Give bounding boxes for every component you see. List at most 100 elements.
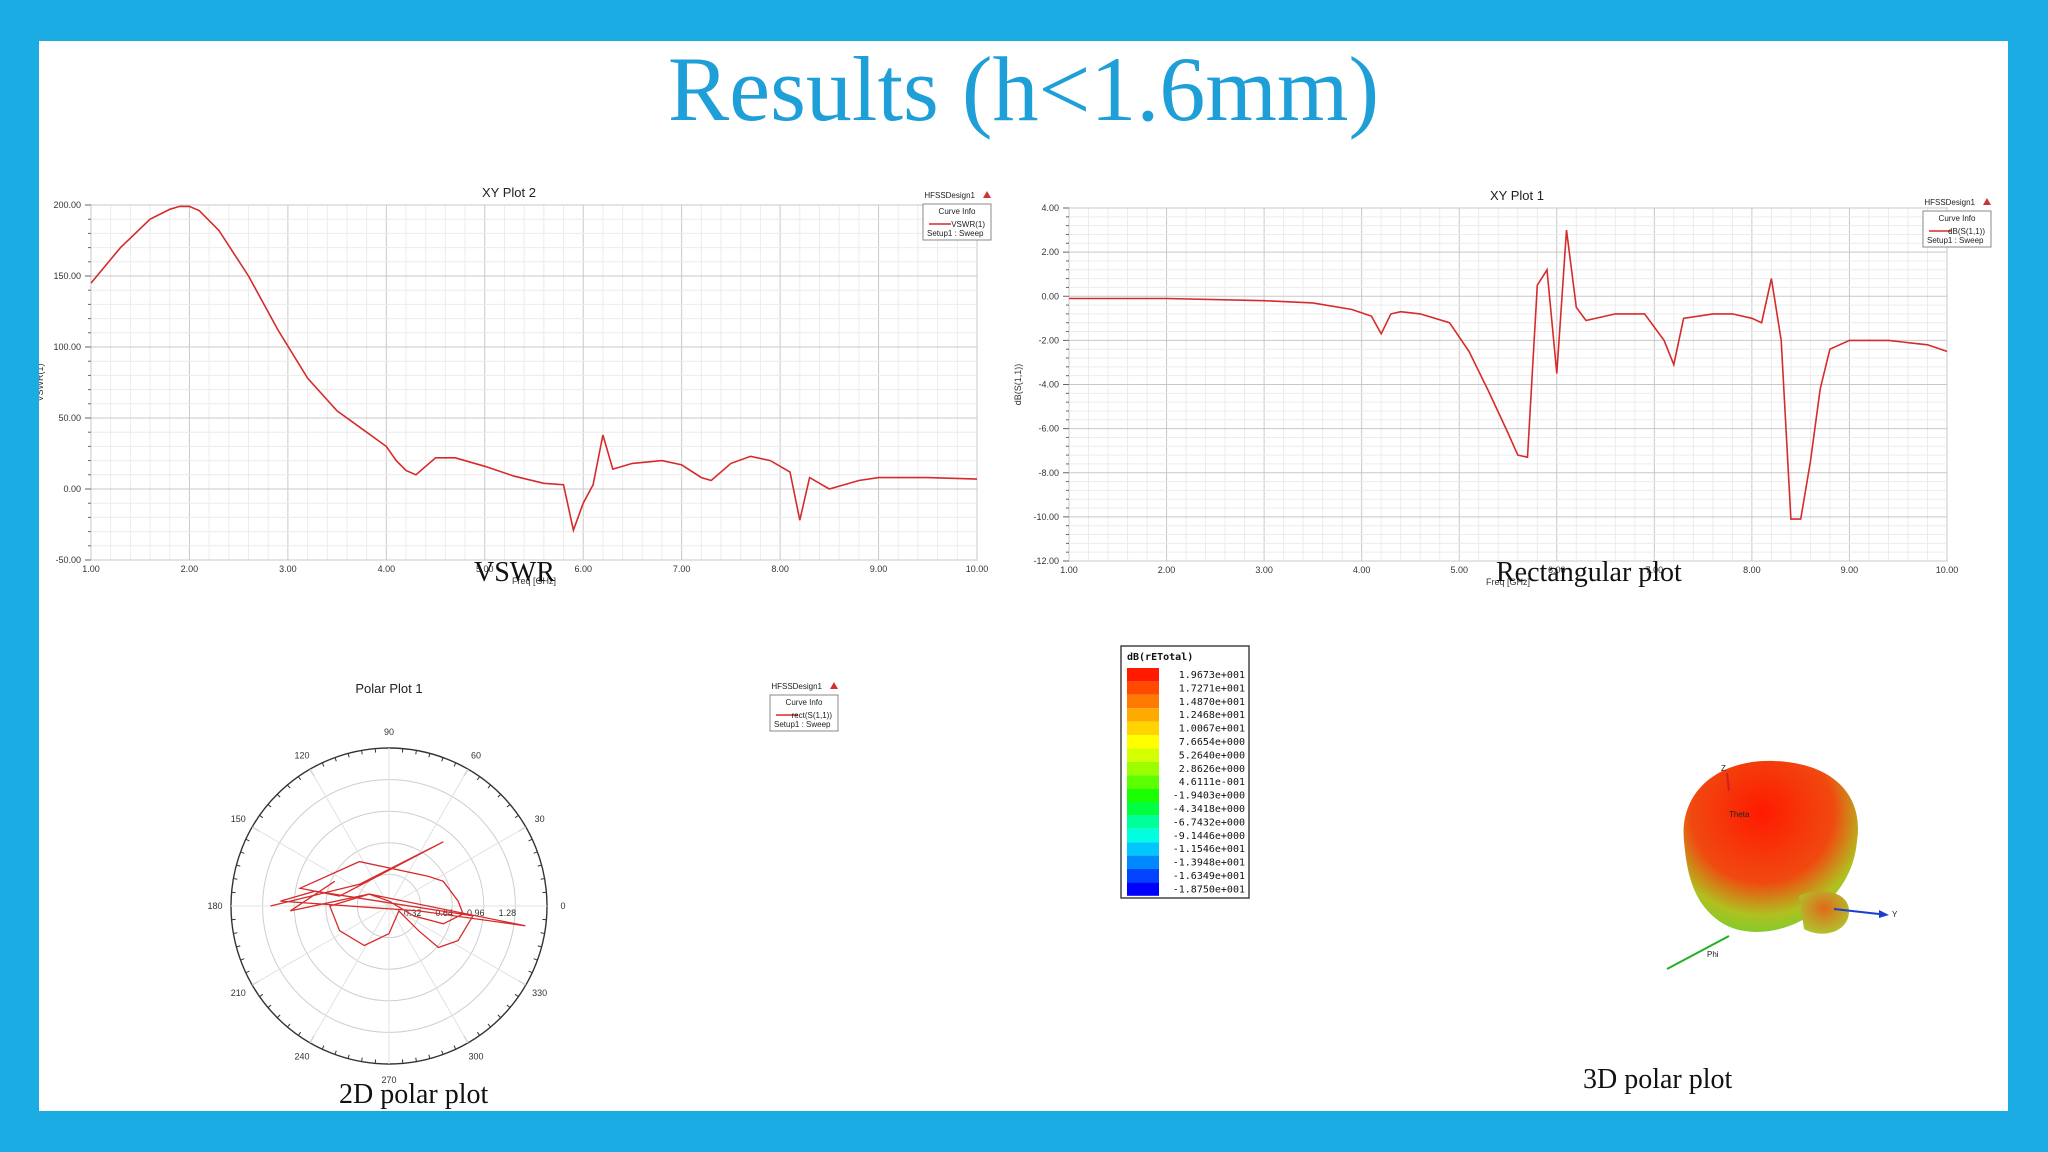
polar-tick <box>321 1045 325 1050</box>
polar2d-legend-entry: rect(S(1,1)) <box>792 711 833 720</box>
colorbar-value: -1.8750e+001 <box>1173 884 1245 895</box>
polar-tick <box>361 1057 363 1062</box>
colorbar-value: -4.3418e+000 <box>1173 804 1245 815</box>
colorbar-value: 1.7271e+001 <box>1179 683 1245 694</box>
phi-label: Phi <box>1707 950 1719 959</box>
colorbar-value: -1.6349e+001 <box>1173 871 1245 882</box>
polar-tick <box>453 1045 457 1050</box>
polar-angle-label: 60 <box>471 750 481 760</box>
polar-tick <box>528 838 533 842</box>
polar-tick <box>233 932 238 934</box>
polar-radial-label: 1.28 <box>499 908 517 918</box>
vswr-ytick-label: 150.00 <box>53 271 81 281</box>
rect-xtick-label: 6.00 <box>1548 565 1566 575</box>
polar-tick <box>267 804 272 808</box>
vswr-xtick-label: 3.00 <box>279 564 297 574</box>
polar-tick <box>321 762 325 767</box>
x-axis-line <box>1666 935 1730 970</box>
rect-legend-box <box>1922 210 1992 248</box>
polar-tick <box>245 970 250 974</box>
polar-series-trace <box>270 841 526 949</box>
theta-label: Theta <box>1729 810 1750 819</box>
polar-tick <box>487 784 491 789</box>
polar-tick <box>514 814 519 819</box>
rect-xtick-label: 2.00 <box>1158 565 1176 575</box>
colorbar-swatch <box>1127 802 1159 816</box>
polar-tick <box>267 1004 272 1008</box>
polar-tick <box>428 753 431 758</box>
colorbar: dB(rETotal) 1.9673e+001 1.7271e+001 1.4870e… <box>1120 645 1250 899</box>
slide: Results (h<1.6mm) XY Plot 2 1.00 2.00 3.00 4… <box>39 41 2008 1111</box>
vswr-ytick-label: 50.00 <box>58 413 81 423</box>
colorbar-swatch <box>1127 694 1159 709</box>
slide-title: Results (h<1.6mm) <box>667 41 1380 140</box>
polar-tick <box>334 757 337 762</box>
polar-tick <box>297 776 302 781</box>
colorbar-swatch <box>1127 869 1159 883</box>
polar-tick <box>506 1004 511 1008</box>
polar-tick <box>259 814 264 819</box>
rect-xtick-label: 5.00 <box>1450 565 1468 575</box>
polar-tick <box>245 838 250 842</box>
polar-tick <box>476 1031 481 1036</box>
colorbar-title: dB(rETotal) <box>1127 652 1193 663</box>
polar-angle-label: 270 <box>381 1075 396 1085</box>
polar-tick <box>415 750 417 755</box>
polar-tick <box>334 1050 337 1055</box>
rect-legend-header: Curve Info <box>1939 214 1976 223</box>
colorbar-value: 1.2468e+001 <box>1179 710 1245 721</box>
polar-spoke <box>388 905 469 1044</box>
polar2d-legend-header: Curve Info <box>786 698 823 707</box>
colorbar-value: 1.9673e+001 <box>1179 670 1245 681</box>
polar-spoke <box>388 826 527 907</box>
rect-series-line <box>1069 229 1948 520</box>
rect-xtick-label: 9.00 <box>1841 565 1859 575</box>
colorbar-value: 4.6111e-001 <box>1179 777 1245 788</box>
vswr-ytick-label: 100.00 <box>53 342 81 352</box>
polar-tick <box>347 753 350 758</box>
vswr-design-name: HFSSDesign1 <box>924 191 975 200</box>
polar-tick <box>476 776 481 781</box>
radiation-lobe-main <box>1683 760 1858 932</box>
vswr-ytick-label: 200.00 <box>53 200 81 210</box>
z-axis-label: Z <box>1721 764 1726 773</box>
colorbar-value: 2.8626e+000 <box>1179 764 1245 775</box>
polar-tick <box>506 804 511 808</box>
colorbar-swatch <box>1127 708 1159 722</box>
colorbar-value: -1.3948e+001 <box>1173 858 1245 869</box>
colorbar-value: -6.7432e+000 <box>1173 817 1245 828</box>
vswr-legend-sub: Setup1 : Sweep <box>927 229 984 238</box>
vswr-legend-header: Curve Info <box>939 207 976 216</box>
polar-radial-label: 0.96 <box>467 908 485 918</box>
polar-tick <box>528 970 533 974</box>
polar-radial-label: 0.32 <box>404 908 422 918</box>
polar-tick <box>276 793 281 798</box>
rect-xtick-label: 10.00 <box>1936 565 1959 575</box>
polar-spoke <box>251 905 390 986</box>
rect-ytick-label: -8.00 <box>1038 468 1059 478</box>
rect-ytick-label: -4.00 <box>1038 380 1059 390</box>
polar-tick <box>487 1023 491 1028</box>
rect-xtick-label: 7.00 <box>1646 565 1664 575</box>
polar-tick <box>537 945 542 948</box>
vswr-plot-area <box>90 204 978 561</box>
rect-ytick-label: 0.00 <box>1041 291 1059 301</box>
rect-ytick-label: -6.00 <box>1038 424 1059 434</box>
polar-tick <box>287 1023 291 1028</box>
polar-tick <box>540 878 545 880</box>
polar-angle-label: 210 <box>231 988 246 998</box>
vswr-xtick-label: 2.00 <box>181 564 199 574</box>
polar-tick <box>236 945 241 948</box>
colorbar-swatch <box>1127 761 1159 776</box>
y-axis-label: Y <box>1892 910 1898 919</box>
y-axis-arrow <box>1879 910 1889 918</box>
z-axis-line <box>1726 772 1730 792</box>
polar-radial-label: 0.64 <box>435 908 453 918</box>
rect-xtick-label: 1.00 <box>1060 565 1078 575</box>
y-axis-line <box>1833 908 1880 915</box>
colorbar-value: 5.2640e+000 <box>1179 750 1245 761</box>
polar-spoke <box>251 826 390 907</box>
polar-tick <box>415 1057 417 1062</box>
caption-vswr: VSWR <box>474 557 555 588</box>
polar-tick <box>287 784 291 789</box>
